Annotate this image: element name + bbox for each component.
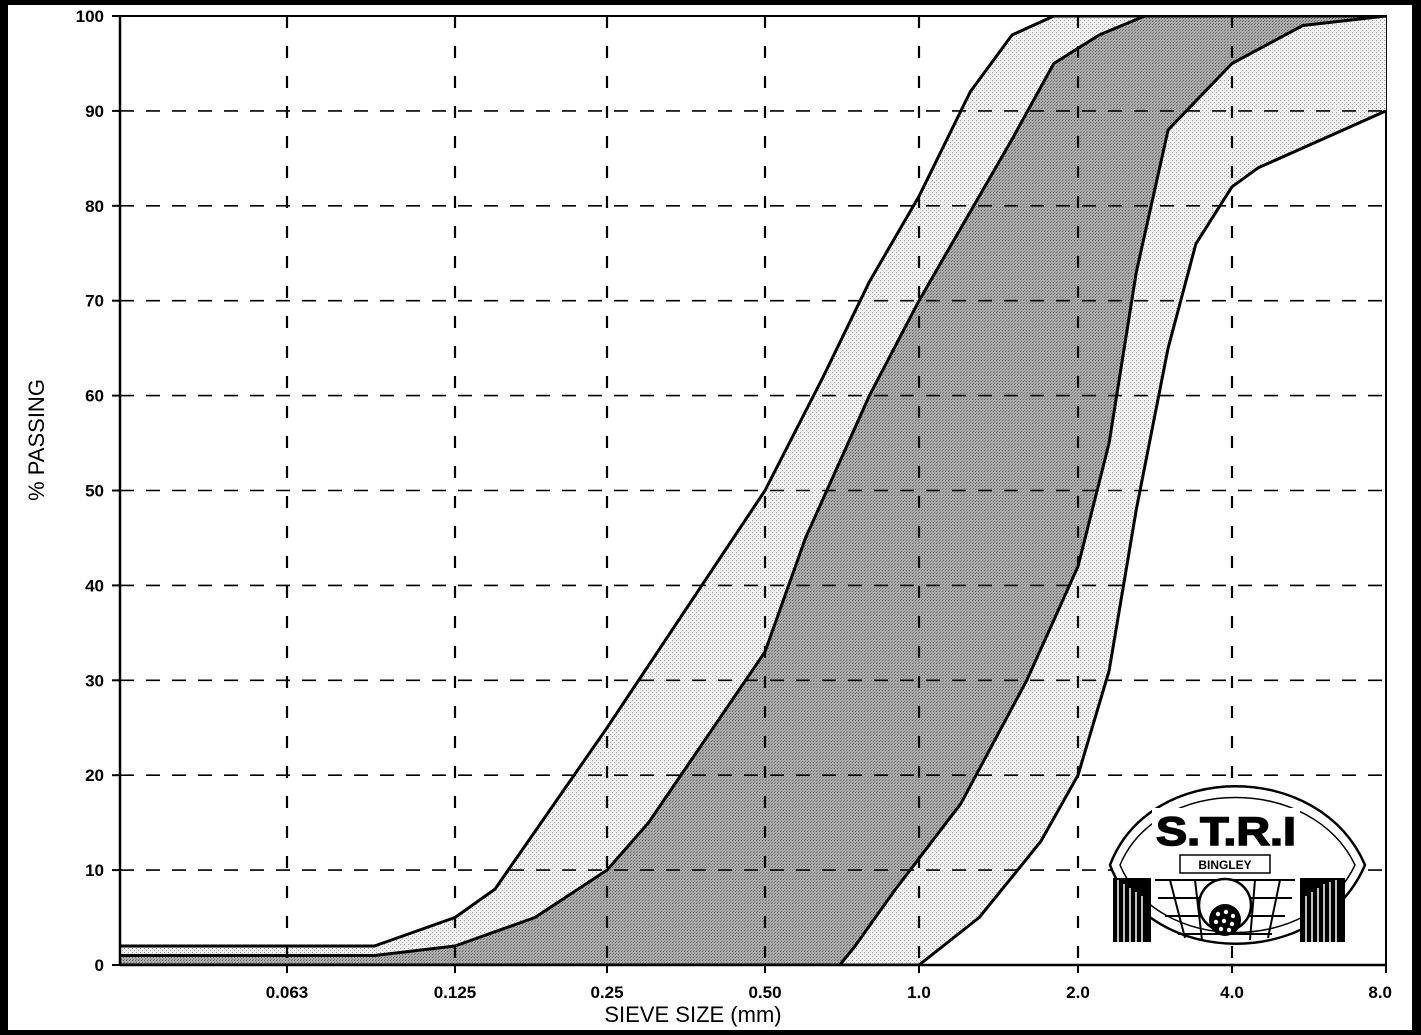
series-line-curve2 <box>120 16 1386 957</box>
stri-logo: S.T.R.I BINGLEY <box>1108 785 1367 945</box>
series-line-curve3 <box>120 16 1386 965</box>
x-tick-label: 0.125 <box>434 983 477 1002</box>
y-tick-label: 50 <box>85 482 104 501</box>
curves-group <box>120 16 1386 965</box>
x-tick-label: 0.25 <box>590 983 623 1002</box>
logo-subtitle: BINGLEY <box>1198 858 1251 872</box>
series-line-curve4 <box>120 109 1386 965</box>
x-axis-title: SIEVE SIZE (mm) <box>604 1002 781 1027</box>
logo-title: S.T.R.I <box>1156 810 1296 854</box>
x-ticks: 0.063 0.125 0.25 0.50 1.0 2.0 4.0 8.0 <box>266 965 1392 1002</box>
y-tick-label: 80 <box>85 197 104 216</box>
y-tick-label: 40 <box>85 576 104 595</box>
x-tick-label: 0.063 <box>266 983 309 1002</box>
y-ticks: 0 10 20 30 40 50 60 70 80 90 100 <box>76 7 120 975</box>
grid-group <box>120 16 1386 965</box>
y-tick-label: 20 <box>85 766 104 785</box>
y-axis-title: % PASSING <box>24 379 49 501</box>
y-tick-label: 60 <box>85 387 104 406</box>
y-tick-label: 10 <box>85 861 104 880</box>
band-2-dark <box>120 16 1386 965</box>
y-tick-label: 70 <box>85 292 104 311</box>
x-tick-label: 1.0 <box>907 983 931 1002</box>
band-3-light <box>120 16 1386 965</box>
y-tick-label: 100 <box>76 7 104 26</box>
x-tick-label: 0.50 <box>748 983 781 1002</box>
bands-group <box>120 16 1386 965</box>
y-tick-label: 30 <box>85 671 104 690</box>
y-tick-label: 90 <box>85 102 104 121</box>
x-tick-label: 4.0 <box>1220 983 1244 1002</box>
x-tick-label: 2.0 <box>1066 983 1090 1002</box>
x-tick-label: 8.0 <box>1368 983 1392 1002</box>
y-tick-label: 0 <box>95 956 104 975</box>
series-line-curve1 <box>120 16 1386 948</box>
